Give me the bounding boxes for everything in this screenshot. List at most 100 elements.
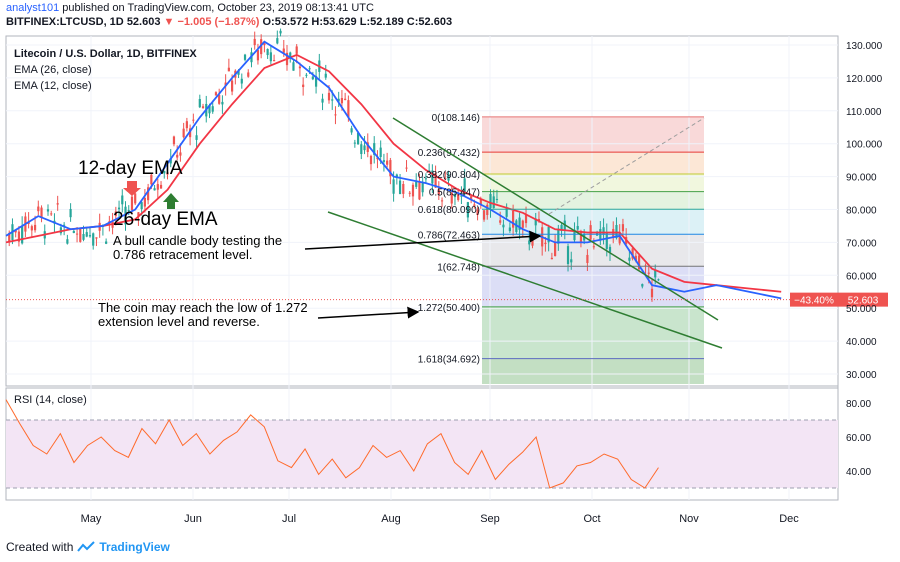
- candle-body: [159, 184, 163, 189]
- candle-body: [72, 230, 75, 233]
- candle-body: [566, 246, 570, 265]
- candle-body: [130, 196, 134, 210]
- candle-body: [411, 184, 415, 197]
- tradingview-brand-link[interactable]: TradingView: [99, 540, 170, 554]
- candle-body: [586, 254, 589, 263]
- coin-annotation-line2: extension level and reverse.: [98, 314, 260, 329]
- time-tick-label: Sep: [480, 513, 500, 525]
- candle-body: [518, 217, 521, 230]
- candle-body: [602, 227, 605, 235]
- candle-body: [334, 114, 337, 116]
- candle-body: [21, 225, 24, 244]
- legend-ema26: EMA (26, close): [14, 64, 92, 76]
- candle-body: [95, 237, 98, 239]
- fib-zone: [482, 116, 704, 153]
- candle-body: [618, 233, 621, 244]
- candle-body: [560, 224, 563, 231]
- candle-body: [534, 218, 537, 226]
- price-tick-label: 90.000: [846, 173, 877, 184]
- rsi-axis-labels: 80.00 60.00 40.00: [846, 399, 871, 478]
- fib-trend-line[interactable]: [548, 117, 705, 215]
- candle-body: [418, 181, 421, 200]
- chart-title: Litecoin / U.S. Dollar, 1D, BITFINEX: [14, 48, 197, 60]
- candle-body: [486, 204, 489, 215]
- candle-body: [463, 178, 466, 195]
- candle-body: [360, 144, 363, 155]
- bull-candle-arrow[interactable]: [304, 230, 542, 250]
- candle-body: [363, 145, 366, 151]
- candle-body: [298, 66, 302, 69]
- candle-body: [389, 160, 392, 177]
- candle-body: [470, 196, 473, 201]
- candle-body: [75, 233, 79, 235]
- candle-body: [528, 240, 531, 245]
- candle-body: [279, 30, 282, 34]
- candle-body: [579, 231, 583, 242]
- pct-tag-text: −43.40%: [794, 296, 834, 307]
- candle-body: [505, 208, 508, 217]
- time-axis-labels: May Jun Jul Aug Sep Oct Nov Dec: [81, 513, 800, 525]
- candle-body: [289, 52, 292, 59]
- fib-level-label: 1.618(34.692): [418, 355, 480, 366]
- candle-body: [637, 255, 641, 270]
- candle-body: [282, 48, 285, 53]
- price-tick-label: 80.000: [846, 206, 877, 217]
- down-triangle-icon: ▼: [163, 16, 175, 28]
- footer: Created with TradingView: [6, 540, 170, 554]
- candle-body: [192, 119, 195, 121]
- candle-body: [592, 246, 595, 248]
- created-with-text: Created with: [6, 540, 74, 554]
- candle-body: [573, 229, 576, 241]
- candle-body: [650, 288, 654, 298]
- price-tick-label: 30.000: [846, 370, 877, 381]
- fib-zone: [482, 234, 704, 267]
- price-axis-labels: 130.000 120.000 110.000 100.000 90.000 80.000…: [846, 41, 883, 381]
- time-tick-label: May: [81, 513, 102, 525]
- price-tick-label: 110.000: [846, 107, 882, 118]
- candle-body: [421, 183, 424, 193]
- rsi-series-line: [5, 399, 659, 489]
- candle-body: [147, 187, 150, 201]
- candle-body: [143, 197, 146, 207]
- candle-body: [570, 259, 573, 263]
- candle-body: [405, 167, 408, 169]
- wedge-lower-line[interactable]: [327, 211, 723, 349]
- fib-level-label: 0.5(85.447): [429, 188, 480, 199]
- candle-body: [521, 220, 524, 228]
- candle-body: [121, 195, 124, 205]
- candle-body: [460, 195, 463, 197]
- extension-arrow[interactable]: [317, 306, 420, 319]
- fib-level-label: 1.272(50.400): [418, 303, 480, 314]
- candle-body: [512, 210, 515, 228]
- fib-level-label: 0(108.146): [432, 113, 480, 124]
- ohlc-values: O:53.572 H:53.629 L:52.189 C:52.603: [262, 16, 453, 28]
- candle-body: [344, 98, 347, 100]
- time-tick-label: Jun: [184, 513, 202, 525]
- candle-body: [408, 192, 411, 194]
- candle-body: [489, 193, 492, 209]
- wedge-upper-line[interactable]: [392, 117, 719, 321]
- candle-body: [182, 128, 185, 138]
- candle-body: [221, 101, 224, 105]
- candle-body: [395, 174, 398, 178]
- fib-zone: [482, 152, 704, 174]
- candle-body: [256, 49, 260, 61]
- fib-zone: [482, 306, 704, 359]
- candle-body: [531, 237, 534, 246]
- time-tick-label: Nov: [679, 513, 699, 525]
- time-tick-label: Dec: [779, 513, 799, 525]
- candle-body: [8, 232, 11, 242]
- ema12-annotation: 12-day EMA: [78, 158, 183, 179]
- fib-zone: [482, 173, 704, 192]
- candle-body: [369, 155, 373, 165]
- candle-body: [331, 99, 334, 101]
- candle-body: [117, 207, 121, 210]
- time-tick-label: Jul: [282, 513, 296, 525]
- fib-zone: [482, 191, 704, 210]
- candle-body: [79, 228, 82, 242]
- author-link[interactable]: analyst101: [6, 2, 60, 14]
- candle-body: [524, 214, 528, 224]
- fib-zone: [482, 358, 704, 384]
- candle-body: [376, 157, 379, 160]
